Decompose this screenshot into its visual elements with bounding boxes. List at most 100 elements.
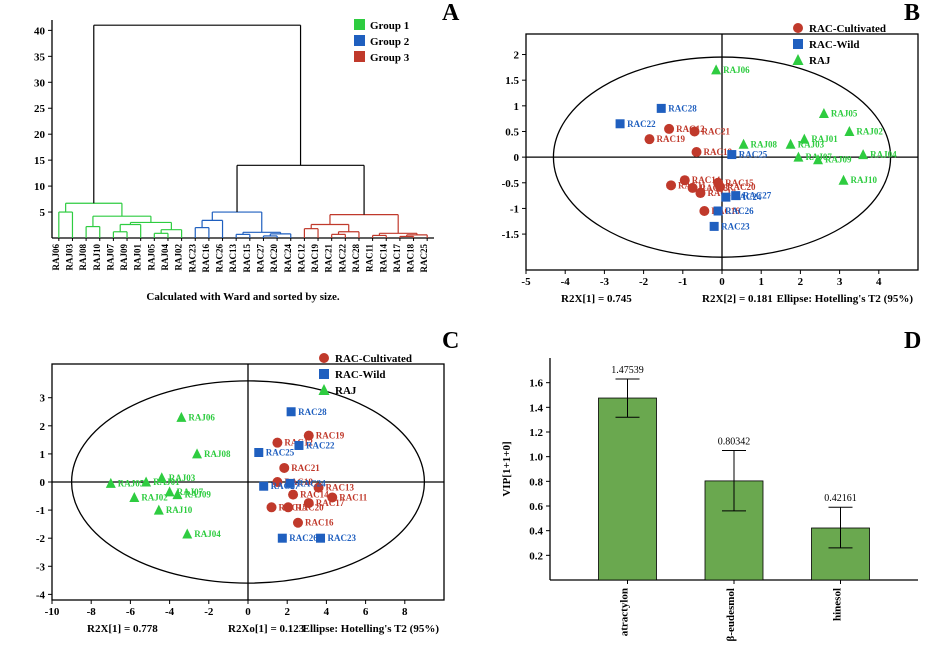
svg-text:RAC12: RAC12 xyxy=(296,244,306,273)
svg-text:RAC13: RAC13 xyxy=(326,483,355,493)
svg-text:RAC26: RAC26 xyxy=(215,244,225,273)
svg-text:8: 8 xyxy=(402,606,408,618)
svg-text:0.2: 0.2 xyxy=(529,550,543,562)
svg-text:-3: -3 xyxy=(600,276,610,288)
svg-text:RAC25: RAC25 xyxy=(739,150,768,160)
svg-text:-4: -4 xyxy=(561,276,571,288)
svg-text:RAC23: RAC23 xyxy=(721,221,750,231)
svg-text:RAC-Cultivated: RAC-Cultivated xyxy=(809,23,886,35)
svg-text:RAJ10: RAJ10 xyxy=(851,175,878,185)
svg-text:RAJ05: RAJ05 xyxy=(146,244,156,271)
svg-text:RAJ: RAJ xyxy=(809,55,831,67)
svg-text:0.6: 0.6 xyxy=(529,501,543,513)
svg-text:RAC-Wild: RAC-Wild xyxy=(809,39,860,51)
svg-text:RAC27: RAC27 xyxy=(743,191,772,201)
svg-text:RAC23: RAC23 xyxy=(328,533,357,543)
svg-text:-1.5: -1.5 xyxy=(502,229,520,241)
svg-text:RAC16: RAC16 xyxy=(305,518,334,528)
svg-text:RAC11: RAC11 xyxy=(365,244,375,273)
svg-text:RAC-Wild: RAC-Wild xyxy=(335,369,386,381)
svg-text:RAJ06: RAJ06 xyxy=(51,244,61,271)
svg-text:RAC28: RAC28 xyxy=(668,103,697,113)
svg-text:RAJ02: RAJ02 xyxy=(174,244,184,271)
svg-text:Calculated with Ward and sorte: Calculated with Ward and sorted by size. xyxy=(146,291,339,303)
svg-text:RAJ10: RAJ10 xyxy=(166,505,193,515)
svg-text:RAC25: RAC25 xyxy=(266,448,295,458)
svg-text:RAJ08: RAJ08 xyxy=(78,244,88,271)
svg-text:20: 20 xyxy=(34,129,46,141)
svg-text:RAJ04: RAJ04 xyxy=(160,244,170,271)
svg-text:RAC14: RAC14 xyxy=(378,244,388,273)
svg-text:0.8: 0.8 xyxy=(529,476,543,488)
svg-text:RAC17: RAC17 xyxy=(392,244,402,273)
svg-text:0: 0 xyxy=(40,477,46,489)
svg-text:0: 0 xyxy=(514,152,520,164)
svg-text:RAC24: RAC24 xyxy=(297,478,326,488)
svg-text:RAC21: RAC21 xyxy=(702,126,731,136)
svg-text:1.4: 1.4 xyxy=(529,402,543,414)
svg-text:RAJ03: RAJ03 xyxy=(169,473,196,483)
svg-text:25: 25 xyxy=(34,103,46,115)
svg-text:RAJ10: RAJ10 xyxy=(92,244,102,271)
svg-text:1: 1 xyxy=(514,101,520,113)
svg-text:2: 2 xyxy=(514,50,520,62)
svg-text:-6: -6 xyxy=(126,606,136,618)
svg-text:RAJ02: RAJ02 xyxy=(141,492,168,502)
svg-text:RAJ: RAJ xyxy=(335,385,357,397)
svg-text:RAJ05: RAJ05 xyxy=(118,478,145,488)
svg-text:RAC-Cultivated: RAC-Cultivated xyxy=(335,353,412,365)
svg-text:RAC25: RAC25 xyxy=(419,244,429,273)
svg-text:1.2: 1.2 xyxy=(529,427,543,439)
svg-text:-1: -1 xyxy=(36,505,45,517)
svg-text:RAJ06: RAJ06 xyxy=(723,65,750,75)
svg-text:RAC22: RAC22 xyxy=(306,440,335,450)
svg-text:RAC19: RAC19 xyxy=(316,431,345,441)
panel-d-vip-bars: 0.20.40.60.81.01.21.41.6VIP[1+1+0]1.4753… xyxy=(478,340,938,660)
svg-text:2: 2 xyxy=(798,276,804,288)
svg-text:RAJ08: RAJ08 xyxy=(751,139,778,149)
svg-text:R2Xo[1] = 0.123: R2Xo[1] = 0.123 xyxy=(228,623,305,635)
svg-text:15: 15 xyxy=(34,155,46,167)
svg-text:RAC21: RAC21 xyxy=(324,244,334,273)
svg-text:2: 2 xyxy=(40,421,46,433)
svg-text:RAC20: RAC20 xyxy=(269,244,279,273)
svg-text:Ellipse: Hotelling's T2 (95%): Ellipse: Hotelling's T2 (95%) xyxy=(777,293,914,305)
svg-text:RAJ04: RAJ04 xyxy=(870,150,897,160)
svg-text:40: 40 xyxy=(34,25,46,37)
svg-text:RAC18: RAC18 xyxy=(406,244,416,273)
svg-text:RAC15: RAC15 xyxy=(242,244,252,273)
svg-text:RAJ07: RAJ07 xyxy=(105,244,115,271)
svg-text:RAC22: RAC22 xyxy=(627,119,656,129)
svg-text:VIP[1+1+0]: VIP[1+1+0] xyxy=(501,441,513,496)
svg-text:RAJ04: RAJ04 xyxy=(194,529,221,539)
svg-text:-8: -8 xyxy=(87,606,97,618)
svg-text:RAC22: RAC22 xyxy=(337,244,347,273)
svg-text:R2X[2] = 0.181: R2X[2] = 0.181 xyxy=(702,293,773,305)
svg-text:0.5: 0.5 xyxy=(505,126,519,138)
svg-text:R2X[1] = 0.778: R2X[1] = 0.778 xyxy=(87,623,158,635)
svg-text:35: 35 xyxy=(34,51,46,63)
svg-text:RAJ09: RAJ09 xyxy=(184,490,211,500)
svg-text:6: 6 xyxy=(363,606,369,618)
svg-text:1: 1 xyxy=(40,449,46,461)
svg-text:RAC16: RAC16 xyxy=(201,244,211,273)
svg-text:RAJ01: RAJ01 xyxy=(133,244,143,271)
svg-text:RAJ05: RAJ05 xyxy=(831,109,858,119)
svg-text:1.47539: 1.47539 xyxy=(611,365,644,376)
svg-text:-1: -1 xyxy=(678,276,687,288)
svg-text:RAJ03: RAJ03 xyxy=(798,139,825,149)
svg-text:RAC19: RAC19 xyxy=(310,244,320,273)
svg-text:0.4: 0.4 xyxy=(529,526,543,538)
svg-text:RAC19: RAC19 xyxy=(656,134,685,144)
svg-text:-1: -1 xyxy=(510,203,519,215)
svg-text:RAJ06: RAJ06 xyxy=(188,412,215,422)
svg-text:-5: -5 xyxy=(521,276,531,288)
svg-text:1.5: 1.5 xyxy=(505,75,519,87)
panel-c-opls: -10-8-6-4-202468-4-3-2-10123RAC11RAC12RA… xyxy=(4,340,464,660)
svg-text:-2: -2 xyxy=(639,276,649,288)
svg-text:0.80342: 0.80342 xyxy=(718,437,751,448)
svg-text:0: 0 xyxy=(245,606,251,618)
svg-text:5: 5 xyxy=(40,207,46,219)
svg-text:2: 2 xyxy=(284,606,290,618)
svg-text:RAC28: RAC28 xyxy=(351,244,361,273)
